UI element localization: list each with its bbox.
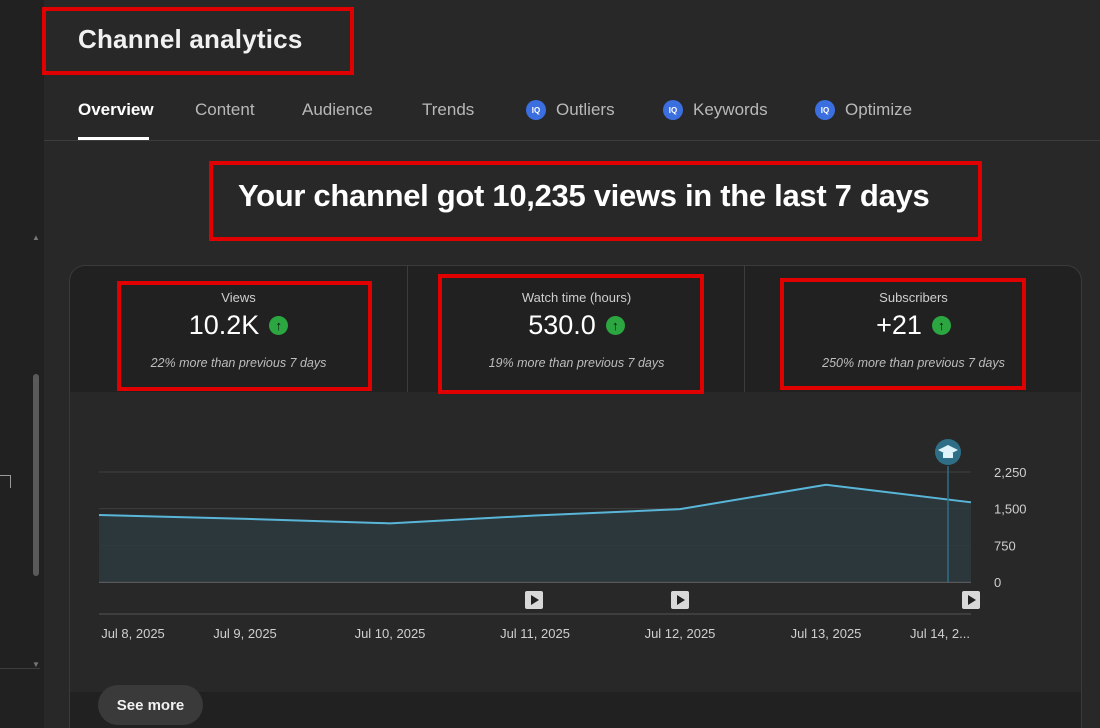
metric-value: 530.0: [528, 310, 596, 340]
metric-value: 10.2K: [188, 310, 260, 340]
metric-comparison: 250% more than previous 7 days: [822, 356, 1005, 370]
play-icon-triangle: [968, 595, 976, 605]
y-tick-label: 750: [994, 538, 1016, 553]
views-line-chart[interactable]: 2,250 1,500 750 0 Jul 8, 2025 Jul 9, 2025 Jul …: [70, 392, 1081, 692]
tab-outliers[interactable]: IQ Outliers: [526, 100, 615, 120]
x-tick-label: Jul 14, 2...: [910, 626, 970, 641]
views-chart-area: 2,250 1,500 750 0 Jul 8, 2025 Jul 9, 2025 Jul …: [70, 392, 1081, 692]
sidebar-scrollbar[interactable]: [33, 374, 39, 576]
metric-subscribers[interactable]: Subscribers +21 ↑ 250% more than previou…: [744, 266, 1081, 392]
see-more-button[interactable]: See more: [98, 685, 203, 725]
play-icon-triangle: [531, 595, 539, 605]
views-highlight-box: [117, 281, 372, 391]
tab-optimize[interactable]: IQ Optimize: [815, 100, 912, 120]
x-tick-label: Jul 8, 2025: [101, 626, 165, 641]
tab-label: Keywords: [693, 100, 768, 119]
iq-badge-icon: IQ: [663, 100, 683, 120]
tab-label: Optimize: [845, 100, 913, 119]
x-tick-label: Jul 11, 2025: [500, 626, 570, 641]
graduation-cap-base: [943, 453, 953, 458]
views-summary-headline: Your channel got 10,235 views in the las…: [238, 178, 930, 213]
metric-watch-time[interactable]: Watch time (hours) 530.0 ↑ 19% more than…: [407, 266, 745, 392]
tab-label: Audience: [302, 100, 373, 119]
metric-label: Views: [221, 290, 256, 305]
x-tick-label: Jul 12, 2025: [645, 626, 716, 641]
metric-comparison: 19% more than previous 7 days: [488, 356, 665, 370]
metric-views[interactable]: Views 10.2K ↑ 22% more than previous 7 d…: [70, 266, 407, 392]
metric-label: Subscribers: [879, 290, 948, 305]
metric-comparison: 22% more than previous 7 days: [150, 356, 327, 370]
tab-label: Outliers: [556, 100, 615, 119]
arrow-up-icon: ↑: [605, 316, 625, 335]
scroll-down-arrow-icon[interactable]: ▼: [32, 660, 40, 669]
x-tick-label: Jul 13, 2025: [791, 626, 862, 641]
tab-audience[interactable]: Audience: [302, 100, 373, 120]
tab-content[interactable]: Content: [195, 100, 255, 120]
sidebar-divider: [0, 668, 40, 669]
tab-label: Overview: [78, 100, 154, 119]
scroll-up-arrow-icon[interactable]: ▲: [32, 233, 40, 242]
x-tick-label: Jul 9, 2025: [213, 626, 277, 641]
y-tick-label: 0: [994, 575, 1001, 590]
tab-overview[interactable]: Overview: [78, 100, 154, 120]
tab-keywords[interactable]: IQ Keywords: [663, 100, 768, 120]
arrow-up-icon: ↑: [269, 316, 289, 335]
y-tick-label: 1,500: [994, 502, 1027, 517]
overview-card: Views 10.2K ↑ 22% more than previous 7 d…: [69, 265, 1082, 728]
tab-label: Content: [195, 100, 255, 119]
graduation-cap-shape: [938, 445, 958, 455]
subscribers-highlight-box: [780, 278, 1026, 390]
title-highlight-box: [42, 7, 354, 75]
iq-badge-icon: IQ: [526, 100, 546, 120]
metric-label: Watch time (hours): [521, 290, 632, 305]
tab-label: Trends: [422, 100, 475, 119]
play-icon-triangle: [677, 595, 685, 605]
tab-bar: Overview Content Audience Trends IQ Outl…: [44, 90, 1100, 141]
active-tab-indicator: [78, 137, 149, 140]
metrics-row: Views 10.2K ↑ 22% more than previous 7 d…: [70, 266, 1081, 392]
arrow-up-icon: ↑: [931, 316, 951, 335]
tab-trends[interactable]: Trends: [422, 100, 474, 120]
x-tick-label: Jul 10, 2025: [355, 626, 426, 641]
iq-badge-icon: IQ: [815, 100, 835, 120]
watch-time-highlight-box: [438, 274, 704, 394]
page-title: Channel analytics: [78, 24, 303, 54]
metric-value: +21: [876, 310, 922, 340]
external-link-icon[interactable]: [0, 475, 11, 488]
left-sidebar-rail: ▲ ▼: [0, 0, 44, 728]
chart-area-fill: [99, 484, 971, 582]
y-tick-label: 2,250: [994, 465, 1027, 480]
headline-highlight-box: [209, 161, 982, 241]
